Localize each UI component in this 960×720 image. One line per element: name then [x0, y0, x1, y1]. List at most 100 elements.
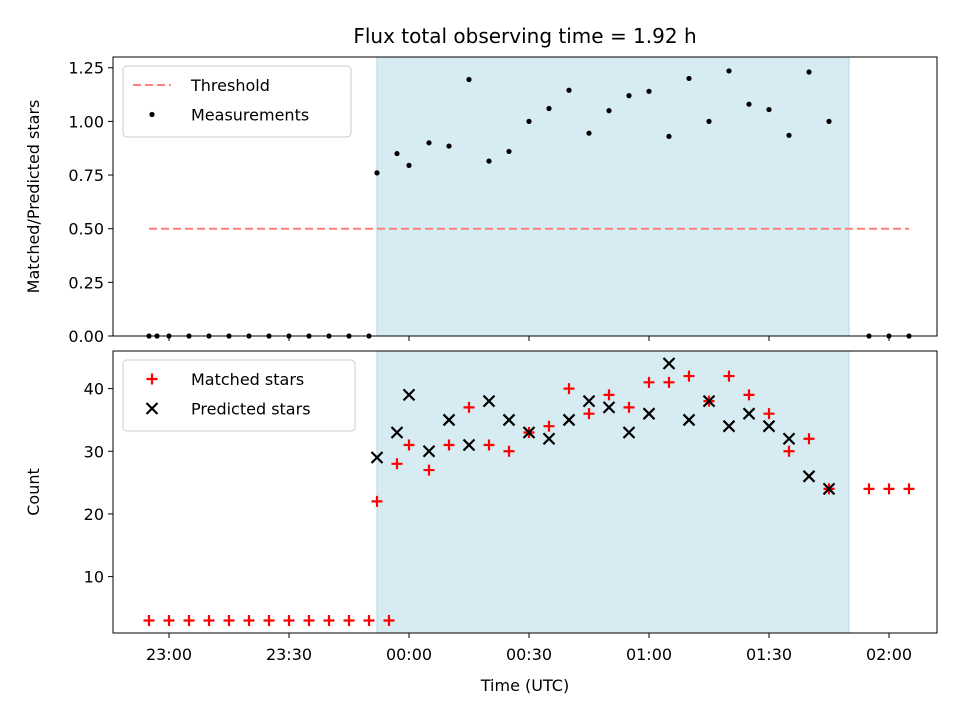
x-tick-label: 01:00 — [626, 645, 672, 664]
data-point — [586, 130, 592, 136]
data-point — [446, 143, 452, 149]
data-point — [463, 401, 475, 413]
data-point — [283, 614, 295, 626]
legend-box — [122, 359, 356, 432]
data-point — [371, 495, 383, 507]
legend-label: Matched stars — [191, 370, 304, 389]
series-predicted-stars — [370, 357, 836, 496]
data-point — [666, 133, 672, 140]
data-point — [663, 376, 675, 388]
legend-label: Measurements — [191, 106, 309, 125]
data-point — [383, 614, 395, 626]
data-point — [462, 438, 476, 452]
y-tick-label: 0.50 — [68, 220, 104, 239]
data-point — [143, 614, 155, 626]
data-point — [623, 401, 635, 413]
data-point — [806, 69, 812, 75]
data-point — [163, 614, 175, 626]
y-tick-label: 20 — [84, 505, 104, 524]
x-axis-label: Time (UTC) — [480, 676, 569, 695]
data-point — [803, 433, 815, 445]
legend-box — [122, 65, 352, 138]
data-point — [183, 614, 195, 626]
legend: Matched stars Predicted stars — [122, 359, 356, 432]
data-point — [686, 75, 692, 82]
data-point — [822, 482, 836, 496]
data-point — [706, 118, 712, 124]
data-point — [643, 376, 655, 388]
data-point — [662, 357, 676, 370]
data-point — [486, 158, 492, 164]
legend: Threshold Measurements — [122, 65, 352, 138]
axes-frame — [112, 350, 938, 634]
data-point — [746, 101, 752, 107]
data-point — [243, 614, 255, 626]
data-point — [442, 413, 456, 427]
data-point — [303, 614, 315, 626]
data-point — [443, 439, 455, 451]
y-tick-label: 1.25 — [68, 59, 104, 78]
ratio-panel: 0.00 0.25 0.50 0.75 1.00 1.25 Matched/Predicte… — [24, 56, 938, 346]
data-point — [423, 464, 435, 476]
data-point — [646, 88, 652, 94]
data-point — [566, 87, 572, 93]
y-tick-label: 40 — [84, 380, 104, 399]
y-tick-label: 0.00 — [68, 327, 104, 346]
data-point — [374, 170, 380, 176]
data-point — [723, 370, 735, 382]
data-point — [526, 118, 532, 124]
data-point — [726, 68, 732, 74]
data-point — [391, 458, 403, 470]
data-point — [743, 389, 755, 401]
axes-frame — [112, 56, 938, 337]
x-tick-label: 00:30 — [506, 645, 552, 664]
count-panel: 10 20 30 40 23:00 23:30 00:00 00:30 01:00 01:30 02… — [24, 350, 938, 664]
data-point — [766, 106, 772, 113]
data-point — [522, 426, 536, 439]
shaded-observing-span — [376, 350, 850, 634]
data-point — [403, 439, 415, 451]
data-point — [542, 432, 556, 446]
data-point — [422, 444, 436, 458]
data-point — [394, 150, 400, 157]
data-point — [682, 413, 696, 427]
legend-swatch — [149, 111, 155, 118]
data-point — [546, 105, 552, 112]
x-tick-label: 01:30 — [746, 645, 792, 664]
data-point — [343, 614, 355, 626]
data-point — [390, 426, 404, 439]
y-axis-label: Count — [24, 468, 43, 516]
legend-label: Predicted stars — [191, 400, 311, 419]
data-point — [363, 614, 375, 626]
data-point — [502, 413, 516, 427]
legend-label: Threshold — [190, 76, 270, 95]
data-point — [863, 483, 875, 495]
data-point — [602, 401, 616, 414]
data-point — [603, 389, 615, 401]
x-tick-label: 23:30 — [266, 645, 312, 664]
data-point — [582, 394, 596, 408]
data-point — [622, 426, 636, 439]
data-point — [402, 388, 416, 402]
data-point — [762, 419, 776, 433]
data-point — [543, 420, 555, 432]
data-point — [642, 407, 656, 420]
data-point — [263, 614, 275, 626]
data-point — [702, 394, 716, 408]
data-point — [466, 76, 472, 83]
data-point — [683, 370, 695, 382]
chart-title: Flux total observing time = 1.92 h — [353, 24, 696, 48]
x-tick-label: 23:00 — [146, 645, 192, 664]
data-point — [482, 394, 496, 408]
data-point — [626, 93, 632, 99]
data-point — [562, 413, 576, 427]
data-point — [826, 118, 832, 124]
data-point — [783, 445, 795, 457]
data-point — [506, 148, 512, 155]
y-tick-label: 30 — [84, 442, 104, 461]
data-point — [802, 470, 816, 483]
data-point — [763, 408, 775, 420]
data-point — [563, 383, 575, 395]
data-point — [786, 132, 792, 138]
data-point — [883, 483, 895, 495]
